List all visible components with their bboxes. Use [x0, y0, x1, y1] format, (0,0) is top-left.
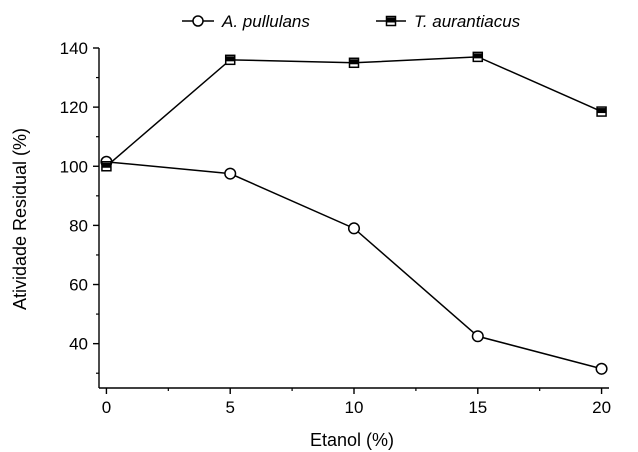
data-point-a-pullulans: [225, 168, 236, 179]
data-point-t-aurantiacus: [226, 55, 235, 64]
y-tick-label: 80: [69, 216, 88, 235]
x-tick-label: 20: [592, 398, 611, 417]
data-point-t-aurantiacus: [350, 58, 359, 67]
y-axis-label: Atividade Residual (%): [10, 128, 30, 310]
legend-label-t-aurantiacus: T. aurantiacus: [414, 12, 521, 31]
axes: [99, 48, 609, 388]
x-tick-label: 0: [102, 398, 111, 417]
ticks: [93, 48, 602, 394]
series-lines: [106, 57, 601, 369]
x-tick-label: 10: [345, 398, 364, 417]
data-point-a-pullulans: [472, 331, 483, 342]
legend-marker-t-aurantiacus: [387, 17, 396, 26]
data-point-t-aurantiacus: [473, 52, 482, 61]
y-tick-label: 60: [69, 276, 88, 295]
data-point-t-aurantiacus: [597, 107, 606, 116]
x-axis-label: Etanol (%): [310, 430, 394, 450]
legend-square-marker: [387, 17, 396, 26]
y-tick-label: 140: [60, 39, 88, 58]
legend-label-a-pullulans: A. pullulans: [221, 12, 310, 31]
series-line-a-pullulans: [106, 162, 601, 369]
tick-labels: 40 60 80 100 120 140 0 5 10 15 20: [60, 39, 611, 417]
x-tick-label: 5: [225, 398, 234, 417]
series-markers: [101, 52, 607, 374]
y-tick-label: 120: [60, 98, 88, 117]
legend: A. pullulans T. aurantiacus: [182, 12, 521, 31]
x-tick-label: 15: [468, 398, 487, 417]
series-line-t-aurantiacus: [106, 57, 601, 166]
data-point-a-pullulans: [349, 223, 360, 234]
data-point-a-pullulans: [596, 363, 607, 374]
y-tick-label: 40: [69, 335, 88, 354]
legend-marker-a-pullulans: [193, 16, 203, 26]
y-tick-label: 100: [60, 157, 88, 176]
data-point-t-aurantiacus: [102, 162, 111, 171]
